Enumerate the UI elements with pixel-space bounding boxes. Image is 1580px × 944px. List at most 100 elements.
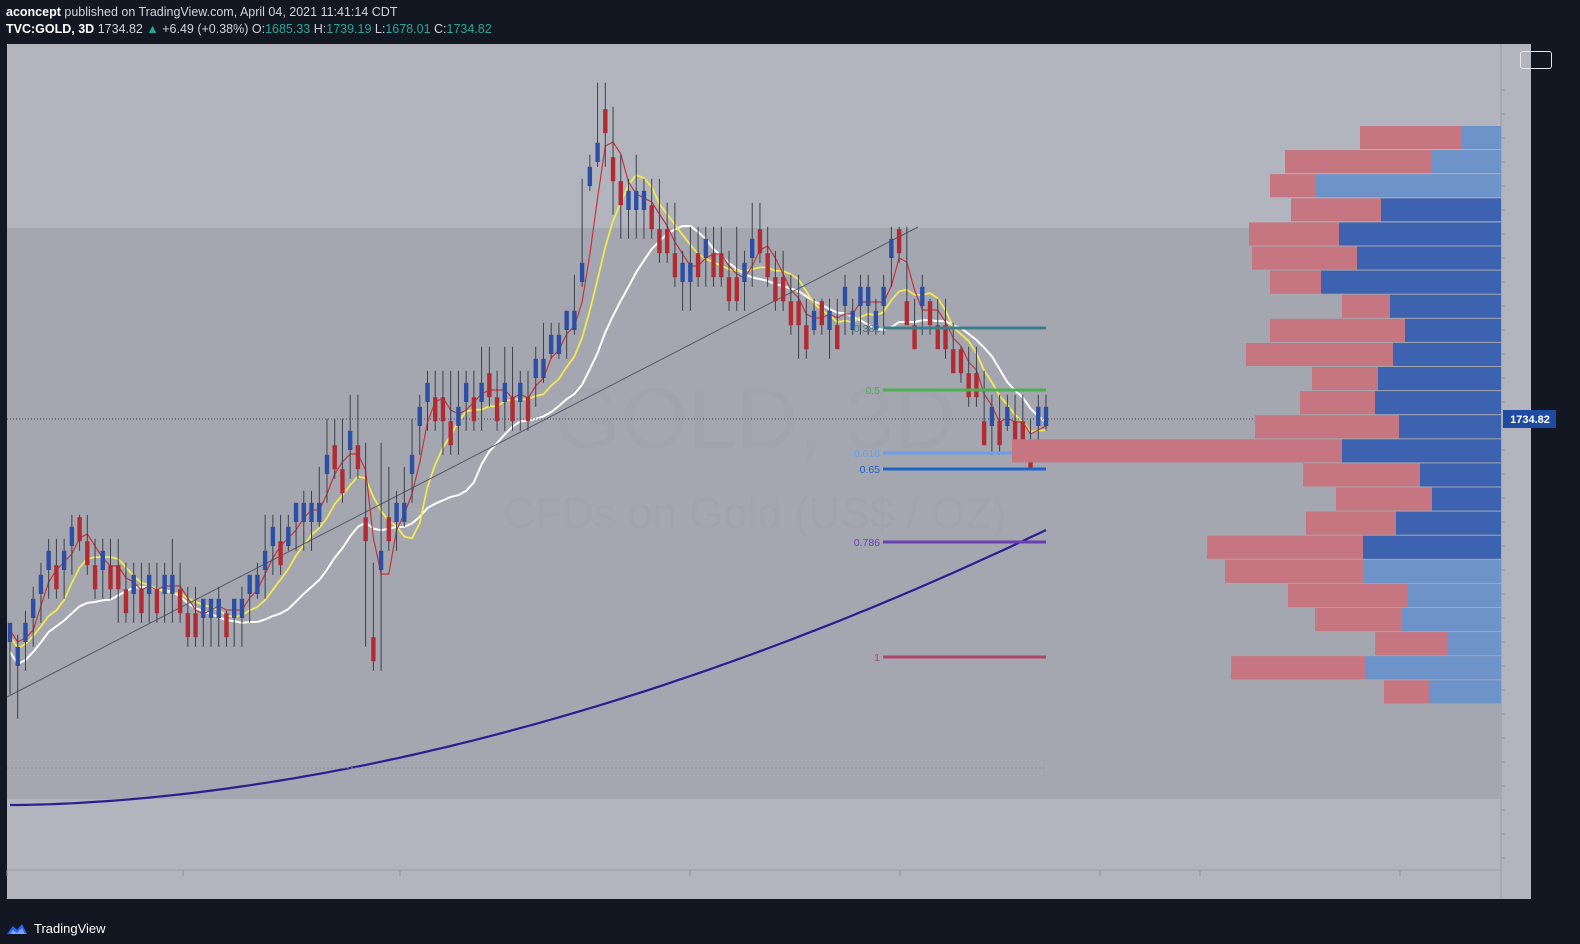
candle-body-65 bbox=[510, 397, 515, 422]
candle-body-101 bbox=[788, 301, 794, 326]
candle-body-43 bbox=[340, 469, 345, 494]
candle-body-42 bbox=[332, 445, 337, 470]
volume-row-sell-8 bbox=[1270, 318, 1405, 342]
candle-body-36 bbox=[286, 526, 291, 546]
candle-body-119 bbox=[927, 301, 933, 326]
candle-body-59 bbox=[463, 382, 469, 402]
candle-body-95 bbox=[742, 262, 747, 282]
volume-row-buy-1 bbox=[1432, 150, 1501, 174]
fib-label-0.65: 0.65 bbox=[860, 464, 881, 476]
volume-row-sell-21 bbox=[1375, 632, 1447, 656]
candle-body-111 bbox=[865, 286, 871, 306]
candle-body-24 bbox=[193, 613, 198, 638]
candle-body-20 bbox=[162, 574, 167, 594]
candle-body-9 bbox=[77, 517, 82, 542]
candle-body-19 bbox=[154, 589, 160, 614]
shaded-zone bbox=[7, 228, 1500, 799]
volume-row-buy-2 bbox=[1315, 174, 1501, 198]
candle-body-51 bbox=[402, 502, 407, 522]
close-value: 1734.82 bbox=[446, 22, 492, 36]
volume-row-buy-17 bbox=[1363, 535, 1501, 559]
volume-row-buy-8 bbox=[1405, 318, 1501, 342]
candle-body-133 bbox=[1036, 406, 1041, 426]
candle-body-28 bbox=[224, 613, 229, 638]
candle-body-94 bbox=[734, 277, 739, 302]
volume-row-sell-1 bbox=[1285, 150, 1432, 174]
candle-body-128 bbox=[997, 421, 1002, 446]
candle-body-14 bbox=[116, 565, 121, 590]
candle-body-15 bbox=[123, 589, 129, 614]
volume-row-buy-16 bbox=[1396, 511, 1501, 535]
volume-row-buy-0 bbox=[1462, 126, 1501, 150]
candle-body-82 bbox=[641, 190, 647, 210]
low-label: L: bbox=[374, 22, 386, 36]
candle-body-129 bbox=[1005, 406, 1010, 426]
up-arrow-icon: ▲ bbox=[146, 22, 159, 36]
candle-body-99 bbox=[773, 277, 778, 302]
fib-label-0.786: 0.786 bbox=[854, 537, 880, 549]
candle-body-92 bbox=[719, 253, 724, 278]
volume-row-buy-22 bbox=[1366, 656, 1501, 680]
candle-body-130 bbox=[1012, 421, 1018, 446]
candle-body-32 bbox=[255, 574, 260, 594]
volume-row-sell-20 bbox=[1315, 608, 1402, 632]
candle-body-18 bbox=[146, 574, 152, 594]
candle-body-63 bbox=[494, 397, 500, 422]
price-label-text: 1734.82 bbox=[1510, 414, 1550, 426]
candle-body-105 bbox=[819, 301, 824, 326]
candle-body-40 bbox=[317, 502, 322, 522]
candle-body-39 bbox=[309, 502, 314, 522]
candle-body-118 bbox=[920, 286, 925, 306]
volume-row-sell-5 bbox=[1252, 246, 1357, 270]
footer-brand[interactable]: TradingView bbox=[6, 921, 106, 936]
candle-body-68 bbox=[533, 358, 538, 378]
volume-row-buy-19 bbox=[1408, 583, 1501, 607]
candle-body-29 bbox=[232, 598, 237, 618]
symbol-label[interactable]: TVC:GOLD, 3D bbox=[6, 22, 95, 36]
chart-settings-button[interactable] bbox=[1520, 51, 1552, 69]
volume-row-buy-14 bbox=[1420, 463, 1501, 487]
close-label: C: bbox=[434, 22, 447, 36]
volume-row-buy-23 bbox=[1429, 680, 1501, 704]
open-label: O: bbox=[251, 22, 266, 36]
candle-body-25 bbox=[201, 598, 206, 618]
candle-body-120 bbox=[935, 325, 940, 350]
candle-body-44 bbox=[347, 430, 353, 450]
volume-row-sell-12 bbox=[1255, 415, 1399, 439]
candle-body-90 bbox=[703, 238, 709, 258]
candle-body-17 bbox=[139, 589, 144, 614]
candle-body-66 bbox=[518, 382, 523, 402]
candle-body-131 bbox=[1020, 421, 1026, 446]
candle-body-72 bbox=[564, 310, 569, 330]
volume-row-sell-14 bbox=[1303, 463, 1420, 487]
candle-body-64 bbox=[502, 382, 508, 402]
volume-row-sell-6 bbox=[1270, 270, 1321, 294]
candle-body-22 bbox=[177, 589, 183, 614]
candle-body-81 bbox=[634, 190, 639, 210]
candle-body-46 bbox=[363, 517, 368, 542]
candle-body-112 bbox=[873, 310, 879, 330]
fib-label-0.618: 0.618 bbox=[854, 448, 880, 460]
volume-row-sell-4 bbox=[1249, 222, 1339, 246]
publisher-name[interactable]: aconcept bbox=[6, 5, 61, 19]
candle-body-123 bbox=[958, 349, 964, 374]
candle-body-97 bbox=[757, 229, 763, 254]
candle-body-61 bbox=[479, 382, 484, 402]
volume-row-buy-6 bbox=[1321, 270, 1501, 294]
volume-row-sell-9 bbox=[1246, 342, 1393, 366]
candle-body-5 bbox=[46, 550, 51, 570]
candle-body-87 bbox=[680, 262, 685, 282]
candle-body-113 bbox=[881, 286, 886, 306]
volume-row-buy-12 bbox=[1399, 415, 1501, 439]
candle-body-102 bbox=[796, 301, 801, 326]
candle-body-30 bbox=[239, 598, 245, 618]
candle-body-49 bbox=[386, 517, 392, 542]
candle-body-77 bbox=[603, 109, 608, 134]
candle-body-86 bbox=[672, 253, 678, 278]
candle-body-134 bbox=[1043, 406, 1049, 426]
candle-body-89 bbox=[695, 253, 701, 278]
chart-header: aconcept published on TradingView.com, A… bbox=[6, 4, 492, 38]
candle-body-8 bbox=[69, 526, 75, 546]
candle-body-114 bbox=[889, 238, 894, 258]
